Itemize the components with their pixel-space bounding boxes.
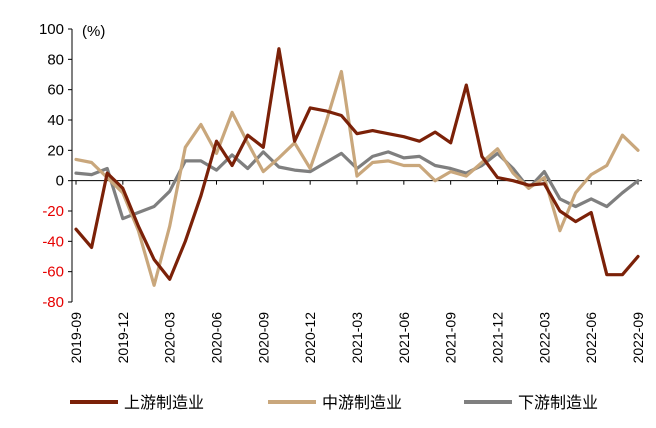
y-tick-label: -20 bbox=[42, 203, 64, 220]
y-tick-label: -40 bbox=[42, 233, 64, 250]
x-tick-label: 2021-09 bbox=[443, 312, 459, 364]
legend-item-downstream: 下游制造业 bbox=[464, 393, 598, 412]
x-tick-label: 2019-12 bbox=[115, 312, 131, 364]
y-axis-ticks: 100 80 60 40 20 0 -20 -40 -60 -80 bbox=[39, 21, 72, 311]
x-tick-label: 2021-06 bbox=[396, 312, 412, 364]
series-line-1 bbox=[74, 69, 640, 287]
axes bbox=[71, 29, 642, 302]
y-tick-label: -80 bbox=[42, 294, 64, 311]
legend-label-midstream: 中游制造业 bbox=[322, 393, 402, 412]
x-tick-label: 2021-12 bbox=[490, 312, 506, 364]
x-tick-label: 2020-03 bbox=[162, 312, 178, 364]
y-tick-label: 100 bbox=[39, 21, 64, 38]
x-axis-ticks: 2019-09 2019-12 2020-03 2020-06 2020-09 2020-… bbox=[68, 180, 646, 364]
legend-item-upstream: 上游制造业 bbox=[70, 393, 204, 412]
y-tick-label: 60 bbox=[47, 82, 64, 99]
x-tick-label: 2022-06 bbox=[583, 312, 599, 364]
y-unit-label: (%) bbox=[82, 23, 105, 40]
y-tick-label: -60 bbox=[42, 264, 64, 281]
y-tick-label: 40 bbox=[47, 112, 64, 129]
y-tick-label: 20 bbox=[47, 142, 64, 159]
legend-label-upstream: 上游制造业 bbox=[124, 393, 204, 412]
y-tick-label: 0 bbox=[56, 173, 64, 190]
legend-label-downstream: 下游制造业 bbox=[518, 393, 598, 412]
x-tick-label: 2020-09 bbox=[255, 312, 271, 364]
series-lines bbox=[74, 47, 640, 287]
x-tick-label: 2020-12 bbox=[302, 312, 318, 364]
x-tick-label: 2021-03 bbox=[349, 312, 365, 364]
legend-item-midstream: 中游制造业 bbox=[268, 393, 402, 412]
series-line-0 bbox=[74, 47, 640, 281]
x-tick-label: 2020-06 bbox=[209, 312, 225, 364]
legend: 上游制造业 中游制造业 下游制造业 bbox=[70, 393, 598, 412]
x-tick-label: 2019-09 bbox=[68, 312, 84, 364]
x-tick-label: 2022-03 bbox=[536, 312, 552, 364]
x-tick-label: 2022-09 bbox=[630, 312, 646, 364]
y-tick-label: 80 bbox=[47, 51, 64, 68]
